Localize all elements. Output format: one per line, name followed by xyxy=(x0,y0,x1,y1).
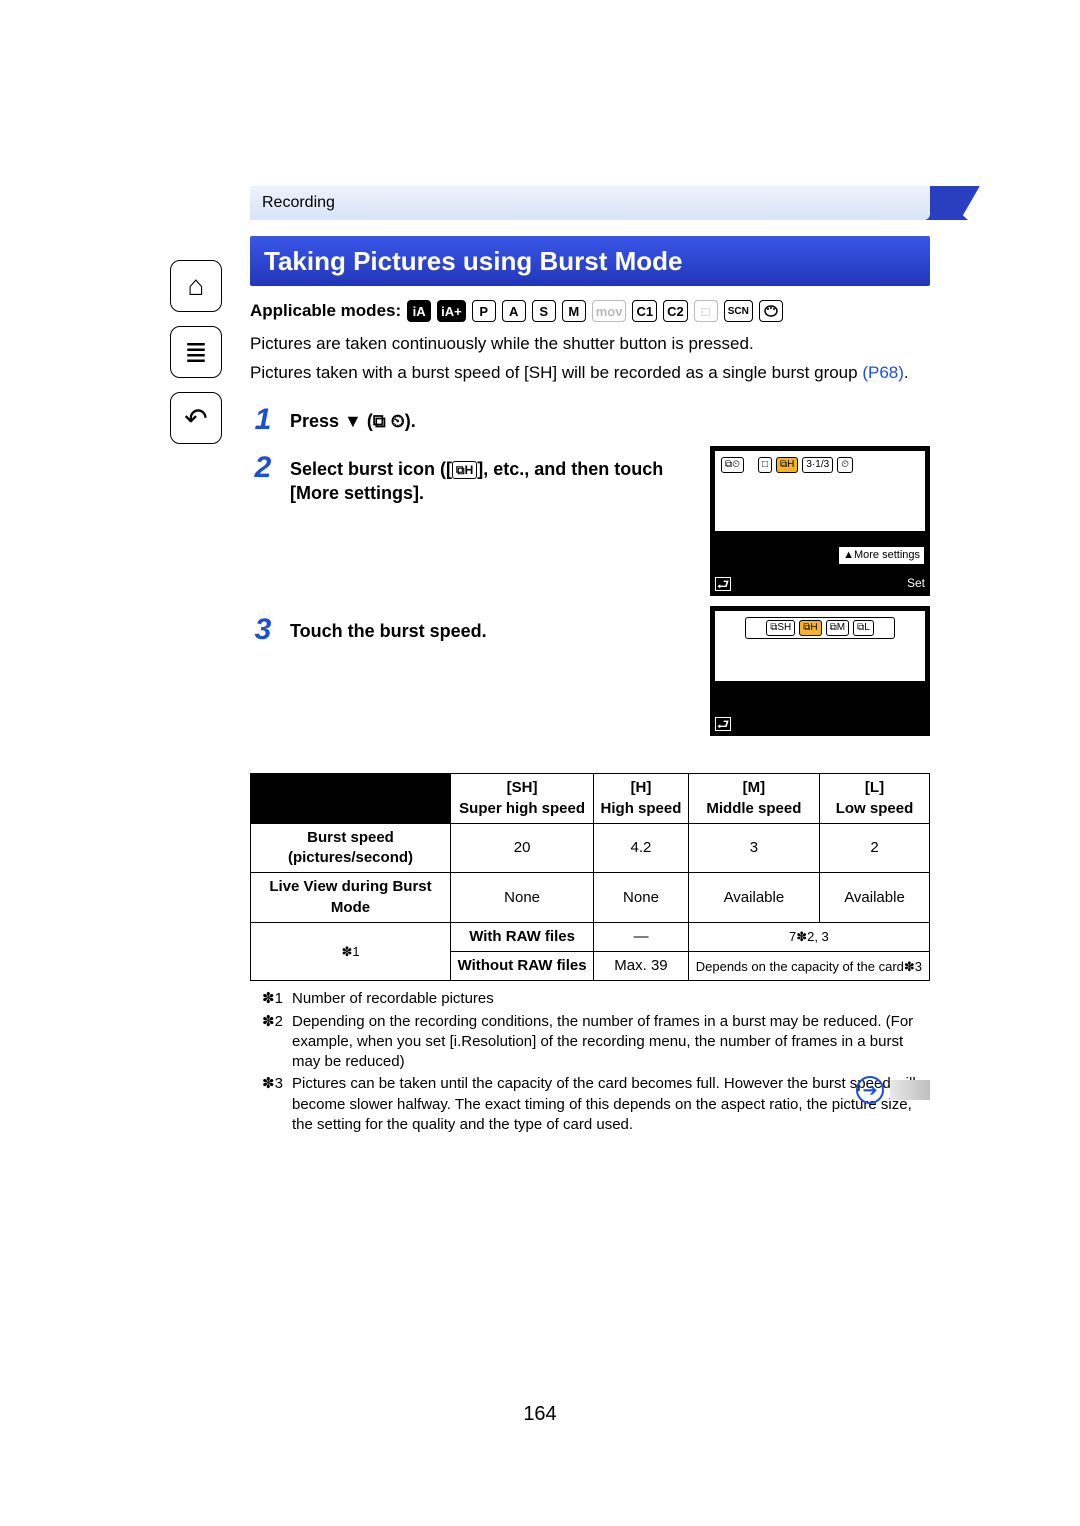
footnote-mark: ✽1 xyxy=(262,989,286,1009)
breadcrumb: Recording xyxy=(250,186,930,220)
screen-chip: ⧉⏲ xyxy=(721,457,744,473)
table-cell: Max. 39 xyxy=(594,952,689,981)
table-row: Burst speed (pictures/second) 20 4.2 3 2 xyxy=(251,823,930,873)
table-cell: 7✽2, 3 xyxy=(688,922,929,951)
table-cell: Depends on the capacity of the card✽3 xyxy=(688,952,929,981)
burst-spec-table: [SH] Super high speed [H] High speed [M]… xyxy=(250,773,930,981)
next-page-area: ➔ xyxy=(856,1076,930,1104)
footnote-mark: ✽2 xyxy=(262,1012,286,1073)
intro-line-2: Pictures taken with a burst speed of [SH… xyxy=(250,362,930,385)
page-title: Taking Pictures using Burst Mode xyxy=(250,236,930,286)
mode-chip-disabled: mov xyxy=(592,300,627,322)
table-cell: 4.2 xyxy=(594,823,689,873)
step-number: 2 xyxy=(250,453,276,506)
footnote: ✽2Depending on the recording conditions,… xyxy=(262,1012,930,1073)
table-cell: None xyxy=(594,873,689,923)
row-label: Live View during Burst Mode xyxy=(251,873,451,923)
mode-chip: P xyxy=(472,300,496,322)
step-text: Select burst icon ([ xyxy=(290,459,452,479)
mode-chip-disabled: □ xyxy=(694,300,718,322)
mode-chip: S xyxy=(532,300,556,322)
nav-back-icon[interactable]: ↶ xyxy=(170,392,222,444)
nav-home-icon[interactable]: ⌂ xyxy=(170,260,222,312)
table-cell: 3 xyxy=(688,823,819,873)
mode-chip: M xyxy=(562,300,586,322)
table-cell: Available xyxy=(820,873,930,923)
footnote-mark: ✽3 xyxy=(262,1074,286,1135)
intro-text-end: . xyxy=(904,363,909,382)
table-cell: 2 xyxy=(820,823,930,873)
breadcrumb-text: Recording xyxy=(262,194,335,212)
table-header: [H] High speed xyxy=(594,774,689,824)
speed-chip[interactable]: ⧉M xyxy=(826,620,849,636)
step-body: Select burst icon ([⧉H], etc., and then … xyxy=(290,453,670,506)
mode-chip-art xyxy=(759,300,783,322)
screen-chip: ⏲ xyxy=(837,457,853,473)
footnote-text: Depending on the recording conditions, t… xyxy=(292,1012,930,1073)
table-row: Live View during Burst Mode None None Av… xyxy=(251,873,930,923)
applicable-modes-label: Applicable modes: xyxy=(250,300,401,323)
step-number: 3 xyxy=(250,615,276,645)
step-body: Press ▼ (⧉ ⏲). xyxy=(290,405,930,435)
row-label: Burst speed (pictures/second) xyxy=(251,823,451,873)
side-nav: ⌂ ≣ ↶ xyxy=(170,260,230,458)
speed-chip[interactable]: ⧉L xyxy=(853,620,874,636)
row-label: With RAW files xyxy=(451,922,594,951)
screen-chip: □ xyxy=(758,457,772,473)
page-link[interactable]: (P68) xyxy=(862,363,904,382)
nav-menu-icon[interactable]: ≣ xyxy=(170,326,222,378)
speed-chip-selected[interactable]: ⧉H xyxy=(799,620,821,636)
intro-text: Pictures taken with a burst speed of [SH… xyxy=(250,363,862,382)
applicable-modes-row: Applicable modes: iA iA+ P A S M mov C1 … xyxy=(250,300,930,323)
page-edge-shadow xyxy=(890,1080,930,1100)
page-number: 164 xyxy=(0,1403,1080,1426)
mode-chip: iA xyxy=(407,300,431,322)
table-row: ✽1 With RAW files — 7✽2, 3 xyxy=(251,922,930,951)
set-button[interactable]: Set xyxy=(907,575,925,591)
more-settings-button[interactable]: ▲More settings xyxy=(838,546,925,565)
table-header: [SH] Super high speed xyxy=(451,774,594,824)
camera-screen-1: ⧉⏲ □ ⧉H 3·1/3 ⏲ ▲More settings Set ⮐ xyxy=(710,446,930,596)
step-text: ). xyxy=(405,411,416,431)
step-1: 1 Press ▼ (⧉ ⏲). xyxy=(250,405,930,435)
table-header: [M] Middle speed xyxy=(688,774,819,824)
intro-line-1: Pictures are taken continuously while th… xyxy=(250,333,930,356)
burst-timer-icon: ⧉ ⏲ xyxy=(373,411,405,431)
footnote: ✽3Pictures can be taken until the capaci… xyxy=(262,1074,930,1135)
table-cell: None xyxy=(451,873,594,923)
return-icon[interactable]: ⮐ xyxy=(715,717,731,731)
burst-h-icon: ⧉H xyxy=(452,461,477,479)
next-page-icon[interactable]: ➔ xyxy=(856,1076,884,1104)
step-text: Press ▼ ( xyxy=(290,411,373,431)
return-icon[interactable]: ⮐ xyxy=(715,577,731,591)
speed-chip[interactable]: ⧉SH xyxy=(766,620,795,636)
mode-chip: iA+ xyxy=(437,300,466,322)
row-label: Without RAW files xyxy=(451,952,594,981)
screen-chip-selected: ⧉H xyxy=(776,457,798,473)
camera-screen-2: ⧉SH ⧉H ⧉M ⧉L ⮐ xyxy=(710,606,930,736)
mode-chip: SCN xyxy=(724,300,753,322)
footnote: ✽1 Number of recordable pictures xyxy=(262,989,930,1009)
mode-chip: C1 xyxy=(632,300,657,322)
screen-chip: 3·1/3 xyxy=(802,457,833,473)
table-header: [L] Low speed xyxy=(820,774,930,824)
table-cell: — xyxy=(594,922,689,951)
footnotes: ✽1 Number of recordable pictures ✽2Depend… xyxy=(250,989,930,1135)
mode-chip: A xyxy=(502,300,526,322)
table-cell: 20 xyxy=(451,823,594,873)
table-corner xyxy=(251,774,451,824)
raw-group-mark: ✽1 xyxy=(251,922,451,981)
mode-chip: C2 xyxy=(663,300,688,322)
content-area: Applicable modes: iA iA+ P A S M mov C1 … xyxy=(250,296,930,1137)
footnote-text: Number of recordable pictures xyxy=(292,989,494,1009)
page-title-text: Taking Pictures using Burst Mode xyxy=(264,246,682,277)
table-cell: Available xyxy=(688,873,819,923)
footnote-text: Pictures can be taken until the capacity… xyxy=(292,1074,930,1135)
step-number: 1 xyxy=(250,405,276,435)
